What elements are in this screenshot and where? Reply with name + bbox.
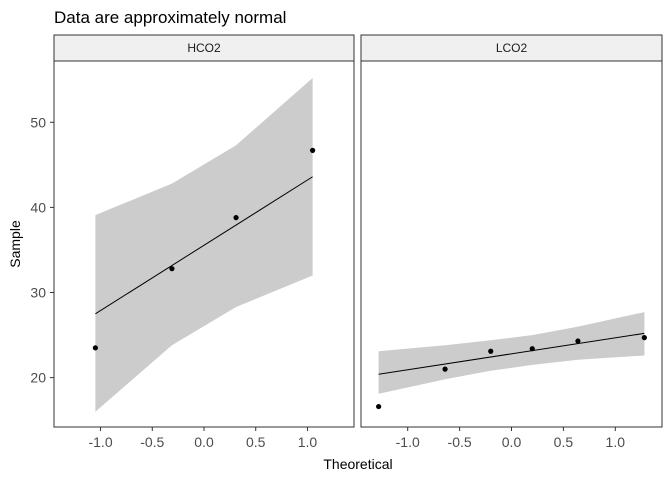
reference-line-lco2 [378,332,645,375]
x-tick-label: 0.5 [246,434,266,450]
x-axis-hco2: -1.0 -0.5 0.0 0.5 1.0 [88,427,317,450]
x-tick-label: -0.5 [448,434,472,450]
x-tick-label: 0.5 [554,434,574,450]
strip-label-hco2: HCO2 [187,41,221,55]
x-tick-label: 0.0 [194,434,214,450]
x-axis-lco2: -1.0 -0.5 0.0 0.5 1.0 [396,427,626,450]
data-point-lco2 [529,346,535,352]
x-axis-title: Theoretical [323,456,392,472]
y-tick-label: 40 [30,199,46,215]
strip-label-lco2: LCO2 [496,41,528,55]
y-axis: 20 30 40 50 [30,114,54,386]
marks-lco2 [376,312,647,410]
panel-hco2: HCO2 [53,34,355,428]
data-point-lco2 [575,338,581,344]
x-tick-label: 0.0 [502,434,522,450]
x-tick-label: -1.0 [396,434,420,450]
y-axis-title: Sample [7,220,23,268]
data-point-hco2 [310,147,316,153]
confidence-band-lco2 [378,312,645,394]
data-point-lco2 [641,335,647,341]
data-point-hco2 [169,266,175,272]
data-point-hco2 [233,215,239,221]
panel-lco2: LCO2 [360,34,663,428]
y-tick-label: 20 [30,370,46,386]
data-point-lco2 [376,403,382,410]
data-point-hco2 [92,345,98,351]
x-tick-label: -1.0 [88,434,112,450]
y-tick-label: 30 [30,285,46,301]
chart-title: Data are approximately normal [54,8,286,27]
reference-line-hco2 [95,176,313,315]
marks-hco2 [92,78,316,412]
x-tick-label: 1.0 [298,434,318,450]
data-point-lco2 [442,366,448,372]
y-tick-label: 50 [30,114,46,130]
x-tick-label: 1.0 [606,434,626,450]
strip-hco2 [53,34,355,62]
data-point-lco2 [488,348,494,354]
x-tick-label: -0.5 [140,434,164,450]
